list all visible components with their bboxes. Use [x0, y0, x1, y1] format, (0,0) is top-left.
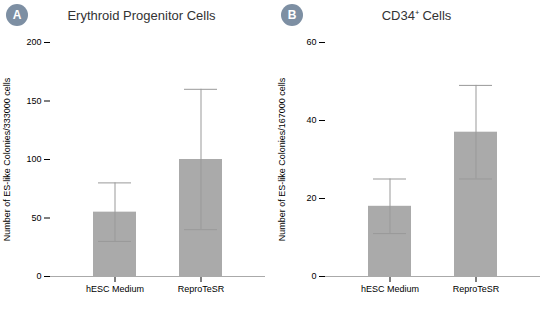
svg-text:ReproTeSR: ReproTeSR [453, 284, 500, 294]
svg-text:150: 150 [26, 96, 41, 106]
svg-text:Number of ES-like Colonies/167: Number of ES-like Colonies/167000 cells [277, 77, 287, 241]
html-text:B: B [287, 8, 297, 22]
svg-text:100: 100 [26, 154, 41, 164]
svg-text:Number of ES-like Colonies/333: Number of ES-like Colonies/333000 cells [2, 77, 12, 241]
svg-text:ReproTeSR: ReproTeSR [178, 284, 225, 294]
svg-text:50: 50 [31, 213, 41, 223]
svg-text:hESC Medium: hESC Medium [361, 284, 419, 294]
svg-text:200: 200 [26, 37, 41, 47]
svg-text:20: 20 [306, 193, 316, 203]
html-text:Erythroid Progenitor Cells: Erythroid Progenitor Cells [67, 7, 216, 23]
svg-text:0: 0 [311, 271, 316, 281]
svg-text:hESC Medium: hESC Medium [86, 284, 144, 294]
html-text:CD34⁺ Cells: CD34⁺ Cells [381, 8, 452, 23]
svg-text:0: 0 [36, 271, 41, 281]
svg-text:40: 40 [306, 115, 316, 125]
html-text:A: A [12, 8, 22, 22]
svg-text:60: 60 [306, 37, 316, 47]
